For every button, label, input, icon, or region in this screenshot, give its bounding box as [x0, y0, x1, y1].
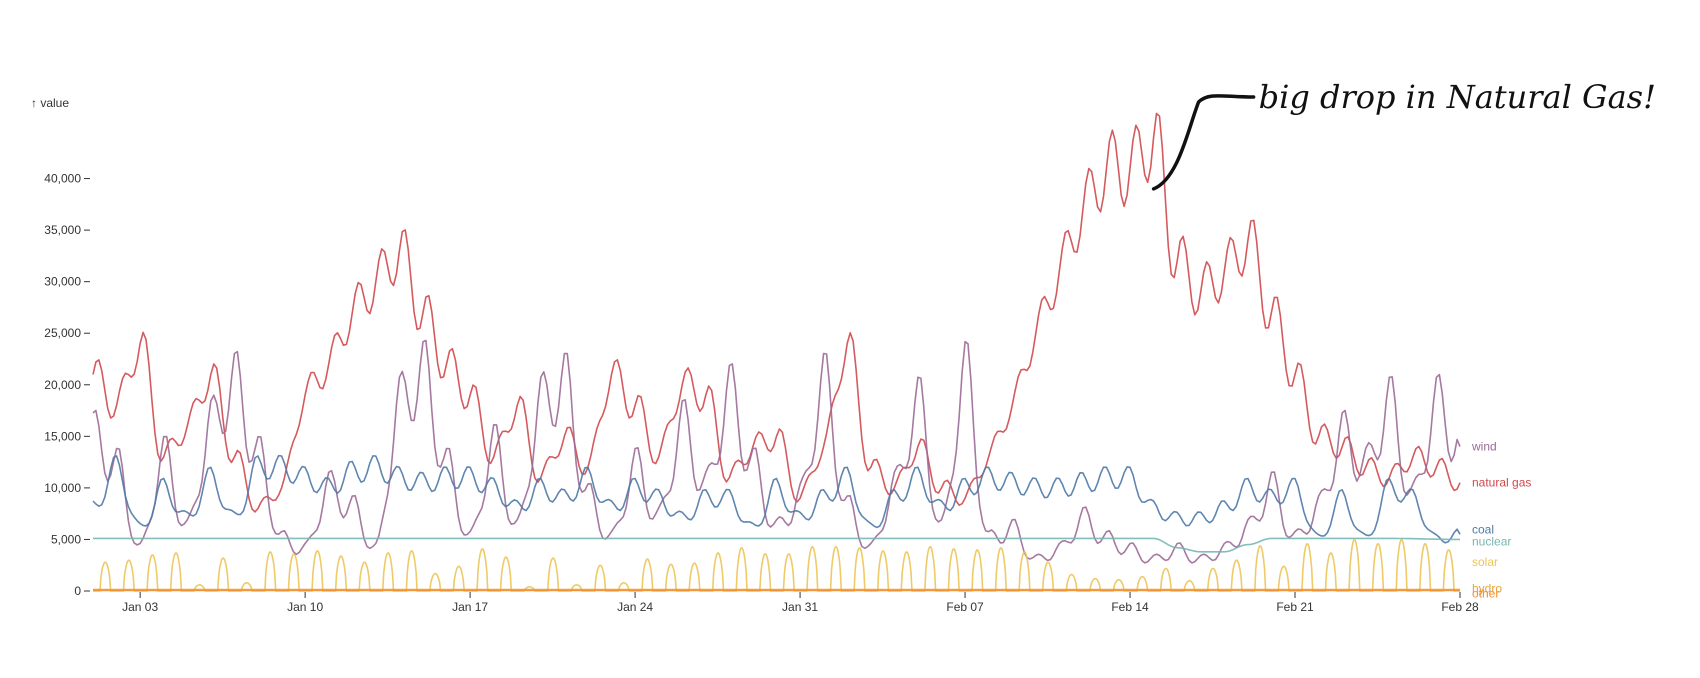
y-tick-label: 15,000	[44, 429, 81, 443]
x-tick-label: Jan 17	[452, 600, 488, 614]
y-tick-label: 40,000	[44, 172, 81, 186]
x-tick-label: Jan 31	[782, 600, 818, 614]
y-axis: 0 5,000 10,000 15,000 20,000 25,000 30,000 35,0…	[44, 172, 90, 598]
series-label-nuclear: nuclear	[1472, 534, 1511, 548]
x-tick-label: Jan 03	[122, 600, 158, 614]
y-tick-label: 5,000	[51, 532, 81, 546]
annotation-arrow	[1151, 94, 1256, 191]
series-line-solar	[93, 539, 1460, 592]
annotation: big drop in Natural Gas!	[1151, 78, 1656, 191]
series-label-hydro: hydro	[1472, 581, 1502, 595]
y-tick-label: 0	[74, 584, 81, 598]
series-line-coal	[92, 454, 1461, 544]
y-tick-label: 30,000	[44, 275, 81, 289]
x-axis: Jan 03 Jan 10 Jan 17 Jan 24 Jan 31 Feb 07 Feb …	[122, 592, 1479, 614]
series-line-natural-gas	[92, 112, 1461, 513]
y-tick-label: 25,000	[44, 326, 81, 340]
series-label-other: other	[1472, 586, 1499, 600]
series-line-nuclear	[93, 537, 1460, 553]
annotation-text: big drop in Natural Gas!	[1259, 78, 1656, 116]
x-tick-label: Feb 28	[1441, 600, 1479, 614]
series-label-coal: coal	[1472, 522, 1494, 536]
x-tick-label: Feb 07	[946, 600, 984, 614]
x-tick-label: Jan 24	[617, 600, 653, 614]
series-label-natural-gas: natural gas	[1472, 476, 1531, 490]
y-tick-label: 20,000	[44, 378, 81, 392]
x-tick-label: Feb 21	[1276, 600, 1314, 614]
y-axis-title: ↑ value	[31, 96, 69, 110]
series-label-wind: wind	[1471, 440, 1497, 454]
series-lines	[92, 112, 1461, 592]
series-line-wind	[92, 339, 1461, 564]
x-tick-label: Jan 10	[287, 600, 323, 614]
series-label-solar: solar	[1472, 555, 1498, 569]
y-tick-label: 35,000	[44, 223, 81, 237]
y-tick-label: 10,000	[44, 481, 81, 495]
x-tick-label: Feb 14	[1111, 600, 1149, 614]
